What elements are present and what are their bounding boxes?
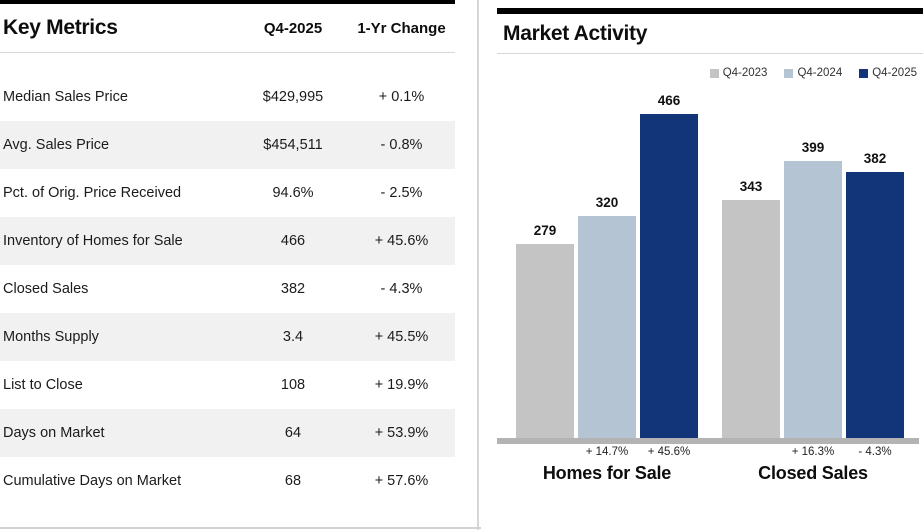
header-divider bbox=[0, 52, 455, 53]
metric-value: 64 bbox=[284, 425, 302, 441]
metric-change: - 0.8% bbox=[380, 137, 423, 153]
metric-label: Months Supply bbox=[3, 329, 99, 345]
panel-divider bbox=[477, 0, 479, 530]
grouped-bar-chart: 279 320 466 + 14.7% + 45.6% Homes for Sale 343… bbox=[497, 92, 923, 492]
metric-label: Inventory of Homes for Sale bbox=[3, 233, 183, 249]
metric-value: 382 bbox=[280, 281, 306, 297]
metric-value: 3.4 bbox=[282, 329, 304, 345]
bar-change-label: - 4.3% bbox=[858, 446, 892, 458]
metric-value: $429,995 bbox=[262, 89, 324, 105]
legend-item-q4-2024: Q4-2024 bbox=[784, 67, 842, 79]
legend-swatch-icon bbox=[784, 68, 794, 78]
table-row: Median Sales Price $429,995 + 0.1% bbox=[0, 73, 455, 121]
bar bbox=[846, 172, 904, 442]
bar-value-label: 382 bbox=[863, 151, 887, 166]
legend-label: Q4-2023 bbox=[722, 67, 768, 79]
legend-swatch-icon bbox=[859, 68, 869, 78]
metric-change: + 53.9% bbox=[374, 425, 429, 441]
metric-label: List to Close bbox=[3, 377, 83, 393]
legend-item-q4-2025: Q4-2025 bbox=[859, 67, 917, 79]
bar-change-label: + 14.7% bbox=[585, 446, 629, 458]
table-row: Months Supply 3.4 + 45.5% bbox=[0, 313, 455, 361]
bar bbox=[784, 161, 842, 442]
bar-change-label: + 45.6% bbox=[647, 446, 691, 458]
metric-change: - 2.5% bbox=[380, 185, 423, 201]
metric-change: + 45.5% bbox=[374, 329, 429, 345]
table-row: Closed Sales 382 - 4.3% bbox=[0, 265, 455, 313]
metric-label: Days on Market bbox=[3, 425, 105, 441]
panel-top-rule bbox=[497, 8, 923, 14]
table-row: Pct. of Orig. Price Received 94.6% - 2.5… bbox=[0, 169, 455, 217]
metric-change: + 45.6% bbox=[374, 233, 429, 249]
legend-swatch-icon bbox=[709, 68, 719, 78]
table-row: Cumulative Days on Market 68 + 57.6% bbox=[0, 457, 455, 505]
metrics-table-body: Median Sales Price $429,995 + 0.1% Avg. … bbox=[0, 73, 455, 505]
legend-label: Q4-2024 bbox=[797, 67, 843, 79]
bar bbox=[722, 200, 780, 442]
bar-value-label: 320 bbox=[595, 195, 619, 210]
key-metrics-panel: Key Metrics Q4-2025 1-Yr Change Median S… bbox=[0, 0, 455, 505]
page-bottom-rule bbox=[0, 527, 481, 529]
metrics-title: Key Metrics bbox=[3, 16, 118, 39]
metric-change: + 0.1% bbox=[378, 89, 425, 105]
table-row: Avg. Sales Price $454,511 - 0.8% bbox=[0, 121, 455, 169]
bar-value-label: 279 bbox=[533, 223, 557, 238]
chart-group-label: Homes for Sale bbox=[542, 463, 672, 483]
bar-change-label: + 16.3% bbox=[791, 446, 835, 458]
metric-label: Cumulative Days on Market bbox=[3, 473, 182, 489]
header-divider bbox=[497, 53, 923, 54]
metric-change: + 19.9% bbox=[374, 377, 429, 393]
chart-baseline bbox=[497, 438, 919, 444]
metric-value: $454,511 bbox=[263, 137, 323, 153]
column-header-1yr-change: 1-Yr Change bbox=[357, 19, 446, 37]
metric-label: Closed Sales bbox=[3, 281, 89, 297]
table-row: List to Close 108 + 19.9% bbox=[0, 361, 455, 409]
metric-value: 68 bbox=[284, 473, 302, 489]
legend-label: Q4-2025 bbox=[872, 67, 917, 79]
chart-group-label: Closed Sales bbox=[758, 463, 868, 483]
metric-label: Pct. of Orig. Price Received bbox=[3, 185, 182, 201]
bar-value-label: 466 bbox=[657, 93, 681, 108]
market-activity-panel: Market Activity Q4-2023 Q4-2024 Q4-2025 … bbox=[497, 0, 923, 530]
chart-legend: Q4-2023 Q4-2024 Q4-2025 bbox=[497, 66, 917, 80]
metric-value: 94.6% bbox=[272, 185, 314, 201]
bar bbox=[516, 244, 574, 442]
bar-value-label: 343 bbox=[739, 179, 763, 194]
metric-change: - 4.3% bbox=[380, 281, 423, 297]
panel-top-rule bbox=[0, 0, 455, 4]
column-header-q4-2025: Q4-2025 bbox=[263, 19, 323, 37]
metric-label: Median Sales Price bbox=[3, 89, 128, 105]
legend-item-q4-2023: Q4-2023 bbox=[709, 67, 768, 79]
table-row: Inventory of Homes for Sale 466 + 45.6% bbox=[0, 217, 455, 265]
metric-change: + 57.6% bbox=[374, 473, 429, 489]
bar-value-label: 399 bbox=[801, 140, 825, 155]
table-row: Days on Market 64 + 53.9% bbox=[0, 409, 455, 457]
metrics-table-header: Key Metrics Q4-2025 1-Yr Change bbox=[0, 4, 455, 52]
bar bbox=[640, 114, 698, 442]
bar bbox=[578, 216, 636, 442]
metric-label: Avg. Sales Price bbox=[3, 137, 110, 153]
chart-title: Market Activity bbox=[503, 22, 648, 45]
metric-value: 466 bbox=[280, 233, 306, 249]
metric-value: 108 bbox=[280, 377, 306, 393]
